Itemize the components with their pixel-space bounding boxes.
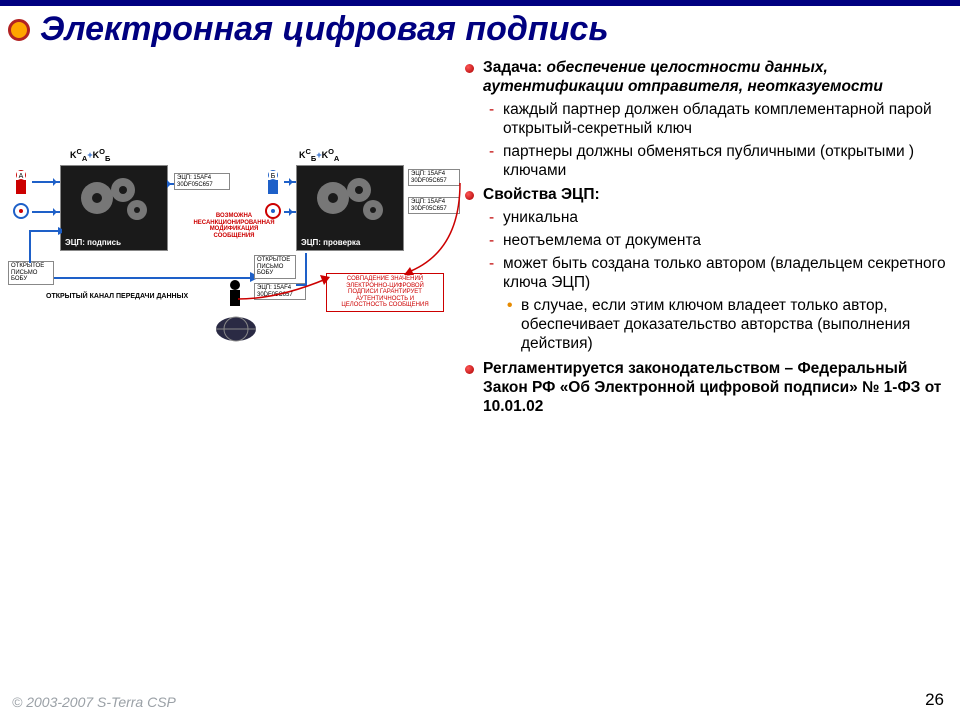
bullet-task-sub1: каждый партнер должен обладать комплемен… xyxy=(483,101,950,139)
keyring-a-icon xyxy=(12,201,30,223)
bullet-law: Регламентируется законодательством – Фед… xyxy=(461,360,950,417)
diagram-column: KCA+KOБ KCБ+KOA A xyxy=(6,59,461,422)
arrow-a-to-box xyxy=(32,181,60,183)
page-number: 26 xyxy=(925,690,944,710)
bullet-prop-3-note: в случае, если этим ключом владеет тольк… xyxy=(503,297,950,354)
sign-box: ЭЦП: подпись xyxy=(60,165,168,251)
arrow-key-to-box xyxy=(32,211,60,213)
globe-icon xyxy=(214,315,258,343)
person-a-icon: A xyxy=(12,169,30,197)
footer: © 2003-2007 S-Terra CSP 26 xyxy=(0,684,960,720)
slide-title: Электронная цифровая подпись xyxy=(40,10,609,49)
bullet-prop-2: неотъемлема от документа xyxy=(483,232,950,251)
bullet-task-sub2: партнеры должны обменяться публичными (о… xyxy=(483,143,950,181)
bullet-list: Задача: обеспечение целостности данных, … xyxy=(461,59,950,422)
bullet-task: Задача: обеспечение целостности данных, … xyxy=(461,59,950,180)
keyring-b-icon xyxy=(264,201,282,223)
person-a-label: A xyxy=(19,173,24,180)
arrow-keyb-to-box xyxy=(284,211,296,213)
arrow-signout xyxy=(168,183,174,185)
arrow-letter-up xyxy=(28,227,62,265)
sign-box-label: ЭЦП: подпись xyxy=(65,238,121,247)
content-area: KCA+KOБ KCБ+KOA A xyxy=(0,55,960,426)
person-b-icon: Б xyxy=(264,169,282,197)
hash-left: ЭЦП: 15AF430DF05C657 xyxy=(174,173,230,190)
red-arrow-1 xyxy=(404,183,464,279)
bullet-properties: Свойства ЭЦП: уникальна неотъемлема от д… xyxy=(461,186,950,353)
key-label-left: KCA+KOБ xyxy=(70,147,110,163)
red-arrow-2 xyxy=(238,245,332,305)
footer-copyright: © 2003-2007 S-Terra CSP xyxy=(12,694,176,710)
bullet-prop-1: уникальна xyxy=(483,209,950,228)
verify-box: ЭЦП: проверка xyxy=(296,165,404,251)
svg-text:Б: Б xyxy=(271,173,276,180)
key-label-right: KCБ+KOA xyxy=(299,147,339,163)
gears-right-icon xyxy=(299,168,403,232)
title-bullet-icon xyxy=(8,19,30,41)
title-row: Электронная цифровая подпись xyxy=(0,6,960,55)
channel-label: ОТКРЫТЫЙ КАНАЛ ПЕРЕДАЧИ ДАННЫХ xyxy=(46,293,188,300)
gears-left-icon xyxy=(63,168,167,232)
eds-diagram: KCA+KOБ KCБ+KOA A xyxy=(6,159,461,419)
bullet-prop-3: может быть создана только автором (владе… xyxy=(483,255,950,354)
arrow-b-to-box xyxy=(284,181,296,183)
